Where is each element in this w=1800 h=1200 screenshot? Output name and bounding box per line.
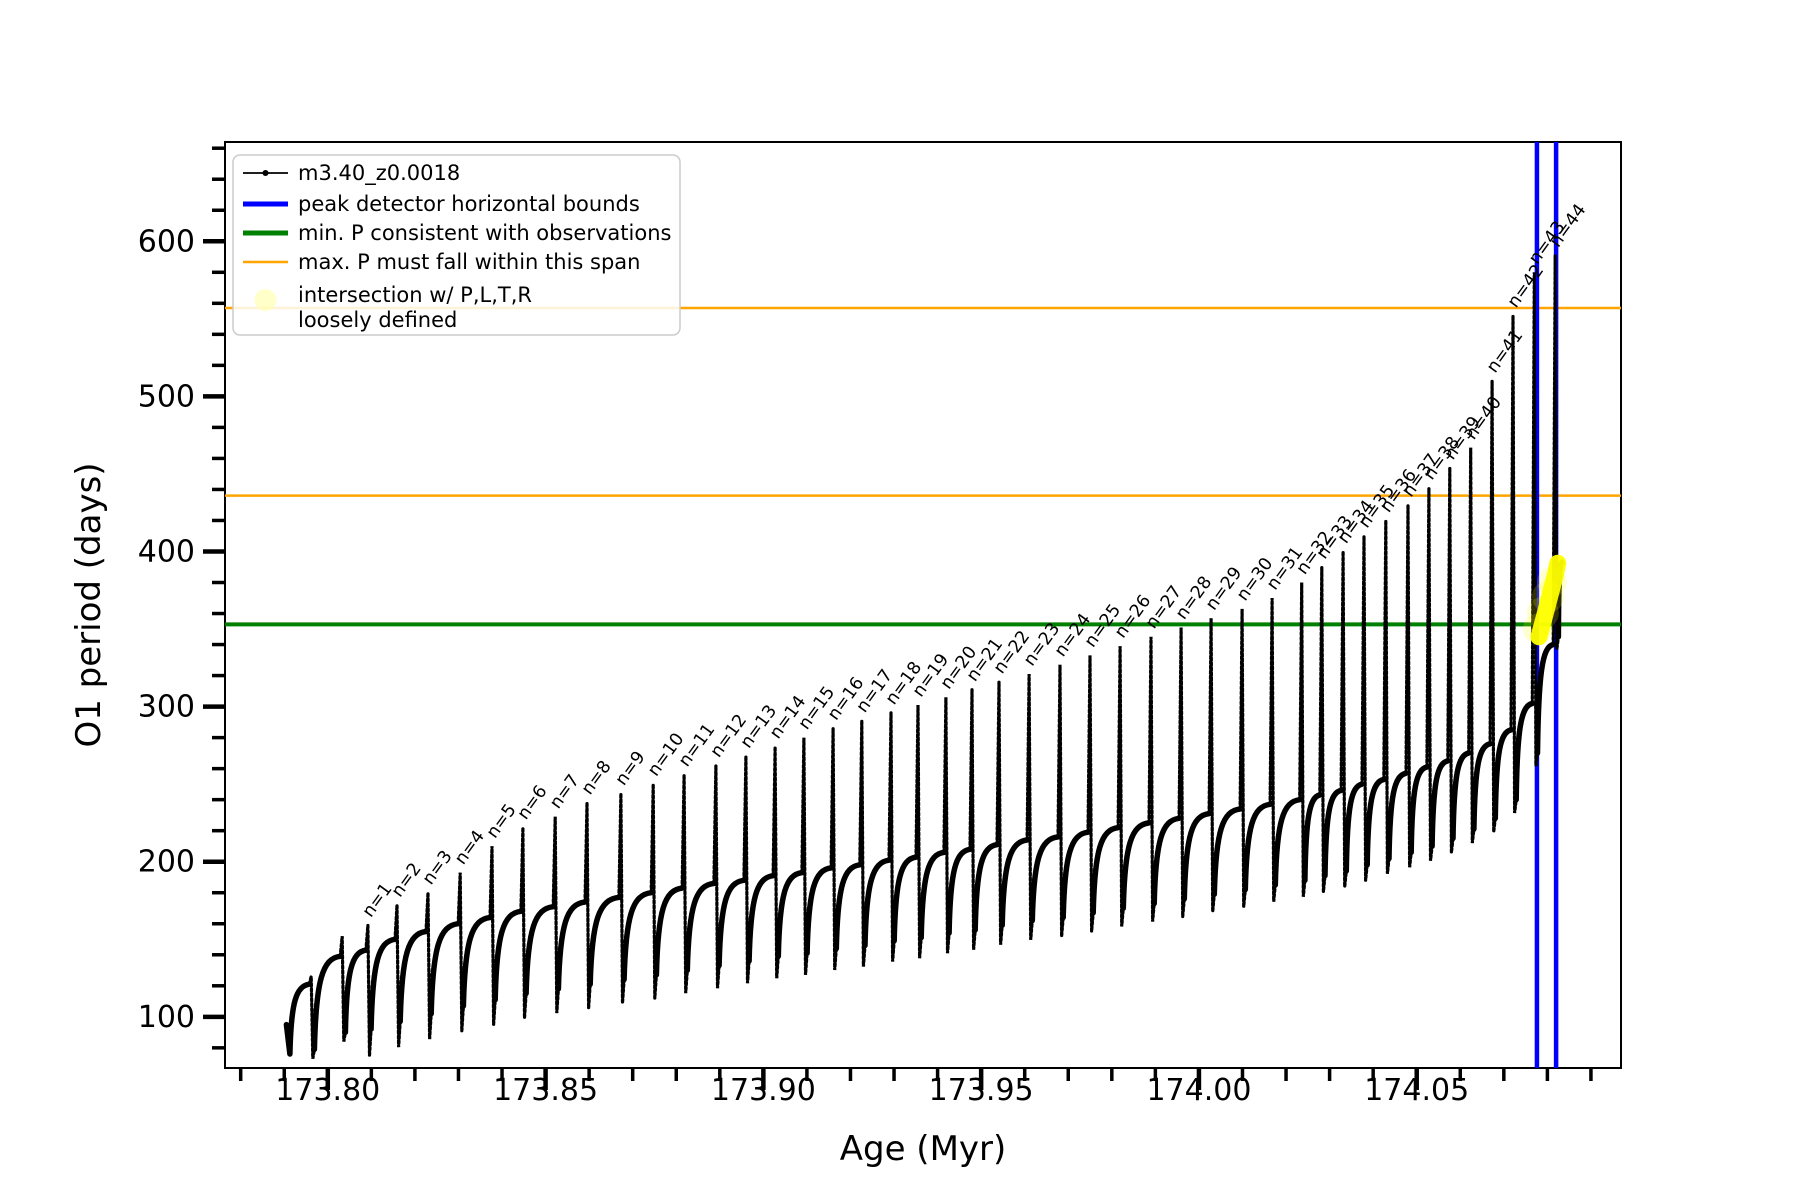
y-tick-label: 400 — [138, 534, 195, 569]
legend-label: m3.40_z0.0018 — [298, 161, 460, 186]
spike-label: n=4 — [451, 827, 489, 869]
y-tick-label: 600 — [138, 224, 195, 259]
spike-label: n=3 — [419, 847, 457, 889]
spike-label: n=41 — [1483, 326, 1527, 377]
series-baseline-curve — [283, 559, 1565, 1057]
spike-label: n=42 — [1504, 261, 1548, 312]
y-tick-label: 100 — [138, 1000, 195, 1035]
legend-label: peak detector horizontal bounds — [298, 192, 640, 216]
legend-label: max. P must fall within this span — [298, 250, 640, 274]
plot-border — [224, 141, 1622, 1069]
x-tick-label: 173.80 — [275, 1073, 380, 1108]
spike-label: n=7 — [546, 771, 584, 813]
y-tick-label: 500 — [138, 379, 195, 414]
intersection-marker — [1530, 554, 1567, 646]
x-tick-label: 174.00 — [1146, 1073, 1251, 1108]
x-tick-label: 174.05 — [1364, 1073, 1469, 1108]
legend-label: min. P consistent with observations — [298, 221, 671, 245]
legend-swatch-series-marker — [262, 170, 269, 176]
spike-label: n=8 — [578, 757, 616, 799]
x-axis-label: Age (Myr) — [840, 1129, 1007, 1169]
legend-box — [232, 154, 681, 336]
spike-label: n=5 — [483, 801, 521, 843]
axes-layer: 173.80 173.85 173.90 173.95 174.00 174.05 100 2… — [138, 141, 1622, 1108]
legend-label: intersection w/ P,L,T,R — [298, 283, 532, 307]
spike-label: n=6 — [514, 782, 552, 824]
x-tick-label: 173.95 — [929, 1073, 1034, 1108]
legend-swatch-intersection — [254, 289, 277, 311]
y-tick-label: 300 — [138, 690, 195, 725]
x-tick-label: 173.85 — [493, 1073, 598, 1108]
legend-label-line2: loosely defined — [298, 308, 457, 332]
series-pulse-spikes — [307, 255, 1560, 1059]
x-tick-label: 173.90 — [711, 1073, 816, 1108]
y-axis-label: O1 period (days) — [69, 462, 109, 747]
series-layer — [283, 255, 1567, 1059]
y-tick-label: 200 — [138, 845, 195, 880]
